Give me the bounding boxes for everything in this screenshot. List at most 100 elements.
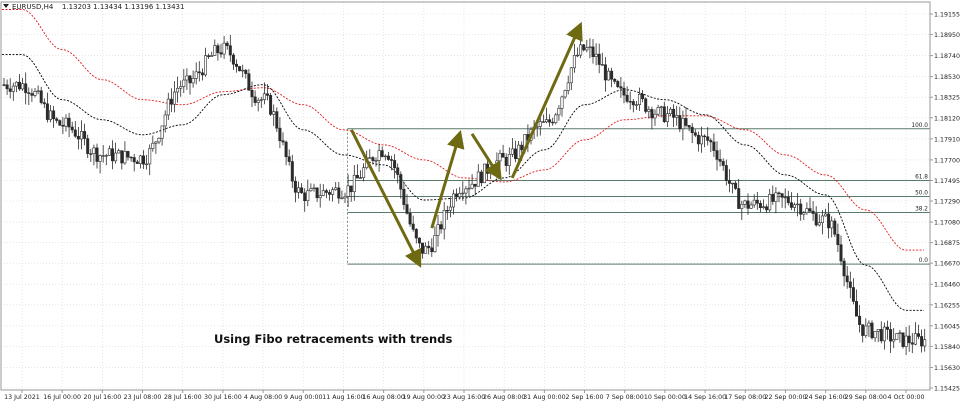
- candle-body: [433, 235, 437, 253]
- candle: [758, 200, 762, 213]
- candle: [200, 68, 204, 81]
- candle: [80, 120, 84, 150]
- candle: [820, 210, 824, 235]
- candle: [346, 174, 350, 207]
- candle: [836, 223, 840, 253]
- x-tick-label: 2 Sep 16:00: [566, 394, 604, 401]
- x-tick-label: 4 Oct 00:00: [887, 394, 924, 401]
- candle: [182, 69, 186, 94]
- candle-body: [132, 157, 136, 163]
- candle-body: [479, 171, 483, 184]
- candle-body: [811, 210, 815, 214]
- candle: [842, 257, 846, 287]
- candle-body: [563, 90, 567, 98]
- candle-body: [653, 113, 657, 119]
- candle-body: [696, 134, 700, 145]
- candle: [699, 126, 703, 153]
- trend-arrow[interactable]: [350, 129, 422, 268]
- candle: [808, 197, 812, 213]
- candle-body: [507, 154, 511, 166]
- candle-body: [420, 242, 424, 254]
- candle-body: [67, 117, 71, 128]
- candle-body: [343, 196, 347, 199]
- candle: [238, 66, 242, 72]
- candle-body: [89, 153, 93, 155]
- candle-body: [275, 111, 279, 129]
- candle-body: [104, 155, 108, 157]
- candle: [730, 182, 734, 194]
- candle-body: [879, 329, 883, 342]
- dropdown-triangle-icon[interactable]: [3, 4, 9, 8]
- candle-body: [358, 177, 362, 179]
- candle: [5, 79, 9, 95]
- candle: [27, 87, 31, 106]
- x-tick-label: 24 Sep 16:00: [805, 394, 847, 401]
- candle: [659, 105, 663, 118]
- candle-body: [213, 45, 217, 56]
- trend-arrow[interactable]: [470, 133, 502, 181]
- candle-body: [95, 147, 99, 162]
- candle: [458, 187, 462, 200]
- candle: [48, 105, 52, 123]
- candle-body: [768, 193, 772, 211]
- candle-body: [309, 188, 313, 192]
- candle: [588, 38, 592, 59]
- candle: [916, 324, 920, 340]
- candle: [479, 169, 483, 187]
- candle: [132, 153, 136, 172]
- candle-body: [191, 78, 195, 84]
- x-tick-label: 9 Aug 00:00: [284, 394, 322, 401]
- fibo-retracement[interactable]: 100.0 61.8 50.0 38.2 0.0: [347, 123, 930, 265]
- candle: [439, 220, 443, 234]
- candle-body: [120, 150, 124, 164]
- y-tick-label: 1.18325: [934, 95, 960, 102]
- candle: [111, 140, 115, 170]
- trend-arrows[interactable]: [350, 21, 583, 268]
- candle: [647, 106, 651, 119]
- candle: [672, 104, 676, 128]
- candle-body: [86, 138, 90, 154]
- candle: [867, 320, 871, 337]
- candle-body: [752, 199, 756, 206]
- candle: [684, 107, 688, 128]
- candle-body: [675, 115, 679, 118]
- trend-arrow[interactable]: [510, 21, 583, 179]
- x-tick-label: 4 Aug 08:00: [244, 394, 282, 401]
- candle-body: [238, 66, 242, 72]
- candle: [21, 77, 25, 92]
- candle-body: [619, 86, 623, 89]
- x-tick-label: 13 Jul 2021: [4, 394, 40, 401]
- candle: [321, 184, 325, 197]
- trend-arrow[interactable]: [430, 129, 465, 229]
- candle-body: [138, 155, 142, 164]
- candle-body: [650, 109, 654, 119]
- candle-body: [724, 165, 728, 181]
- candle: [315, 187, 319, 203]
- candle: [898, 329, 902, 343]
- candle: [76, 127, 80, 150]
- fibo-level-label: 0.0: [919, 258, 929, 264]
- candle: [396, 163, 400, 184]
- candle-body: [374, 160, 378, 162]
- candle-body: [870, 322, 874, 339]
- candle-body: [647, 109, 651, 112]
- candle-body: [216, 45, 220, 54]
- candle-body: [380, 150, 384, 157]
- candle: [67, 112, 71, 138]
- candle-body: [58, 120, 62, 126]
- candle-body: [114, 152, 118, 162]
- candle: [250, 81, 254, 108]
- candle-body: [244, 69, 248, 74]
- candle-body: [182, 79, 186, 87]
- candle-body: [827, 213, 831, 229]
- candle: [73, 121, 77, 138]
- candle: [427, 240, 431, 255]
- candle: [554, 112, 558, 125]
- candle-body: [269, 95, 273, 115]
- candle: [901, 332, 905, 349]
- candle: [327, 189, 331, 201]
- candle: [104, 153, 108, 166]
- candle: [569, 66, 573, 91]
- chart-header: EURUSD,H4 1.13203 1.13434 1.13196 1.1343…: [3, 3, 184, 11]
- candle-body: [799, 203, 803, 215]
